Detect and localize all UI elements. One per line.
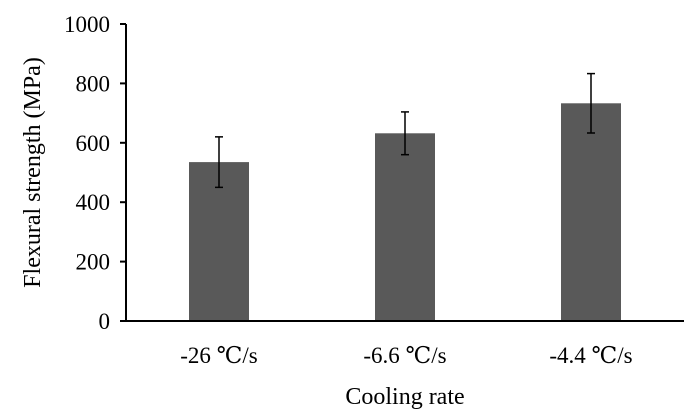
bar (189, 162, 249, 321)
bar (561, 103, 621, 321)
x-tick-label: -6.6 ℃/s (363, 343, 446, 368)
x-tick-label: -4.4 ℃/s (549, 343, 632, 368)
bar (375, 133, 435, 321)
error-bars (215, 72, 595, 189)
bars (189, 103, 621, 321)
y-tick-label: 0 (99, 309, 111, 334)
y-tick-label: 800 (76, 71, 111, 96)
y-tick-label: 400 (76, 190, 111, 215)
x-axis-title: Cooling rate (345, 384, 464, 410)
x-tick-labels: -26 ℃/s -6.6 ℃/s -4.4 ℃/s (180, 343, 632, 368)
y-tick-label: 200 (76, 250, 111, 275)
x-tick-label: -26 ℃/s (180, 343, 258, 368)
y-tick-label: 600 (76, 131, 111, 156)
y-tick-label: 1000 (64, 12, 110, 37)
y-axis-title: Flexural strength (MPa) (20, 57, 46, 288)
y-ticks: 0 200 400 600 800 1000 (64, 12, 126, 334)
